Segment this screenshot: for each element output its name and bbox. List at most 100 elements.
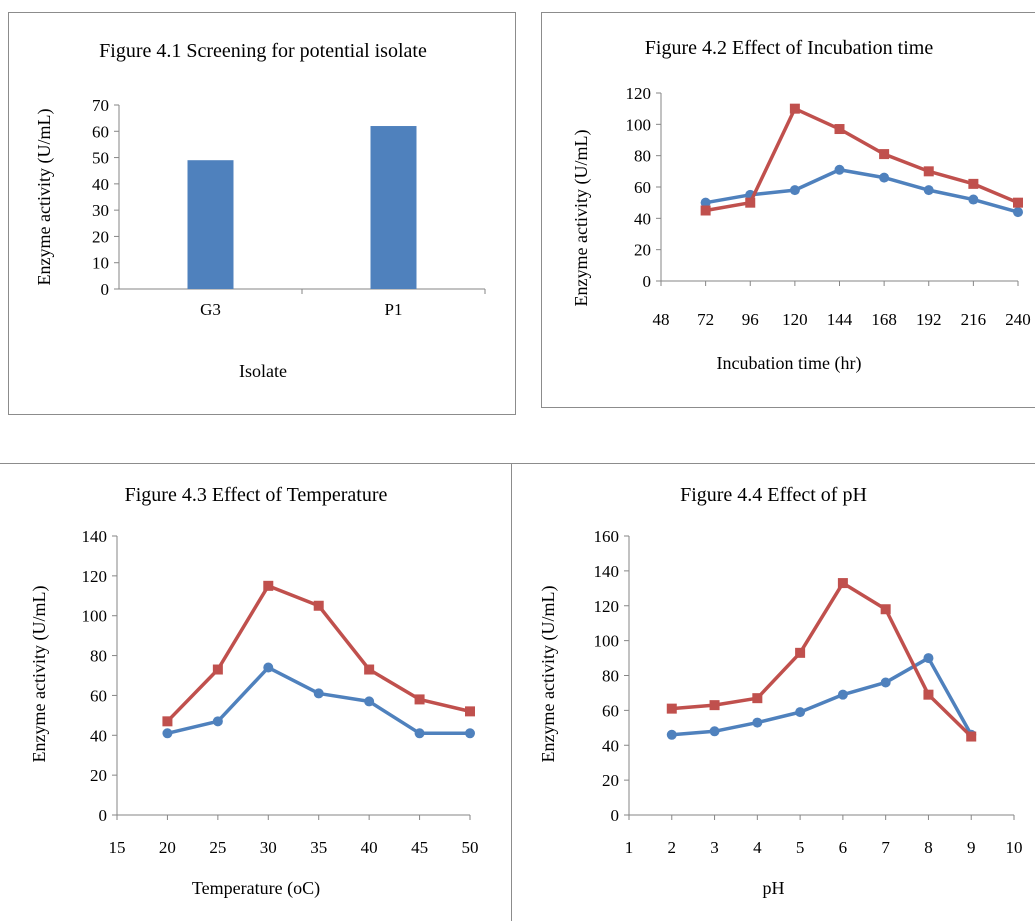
series-0-point (313, 688, 324, 699)
series-1-line (671, 581, 973, 738)
series-1-point (968, 178, 979, 189)
bar-p1 (370, 126, 417, 290)
series-1-point (666, 703, 677, 714)
series-0-point (837, 689, 848, 700)
y-tick-label: 120 (626, 84, 652, 103)
series-1-point (795, 647, 806, 658)
series-0-point (879, 172, 890, 183)
x-tick-label: 30 (260, 838, 277, 857)
series-1-point (837, 578, 848, 589)
y-tick-label: 60 (90, 686, 107, 705)
x-tick-label: 216 (961, 310, 987, 329)
x-tick-label: 35 (310, 838, 327, 857)
series-0-point (789, 185, 800, 196)
x-axis-label: Isolate (239, 361, 287, 381)
chart-panel-temperature: Figure 4.3 Effect of Temperature 0 20 40 60 8… (0, 463, 512, 921)
y-tick-label: 40 (602, 736, 619, 755)
x-tick-label: 168 (871, 310, 897, 329)
x-tick-label: 4 (753, 838, 762, 857)
series-0-point (414, 728, 425, 739)
x-tick-label: 5 (796, 838, 805, 857)
x-tick-label: P1 (385, 300, 403, 319)
chart-panel-ph: Figure 4.4 Effect of pH 0 20 40 60 80 100 120 14… (512, 463, 1035, 921)
x-tick-label: 1 (625, 838, 634, 857)
series-1-point (966, 731, 977, 742)
x-axis-label: Temperature (oC) (192, 878, 320, 899)
y-tick-label: 40 (92, 175, 109, 194)
y-tick-label: 0 (101, 280, 110, 299)
y-tick-label: 80 (90, 647, 107, 666)
y-axis-label: Enzyme activity (U/mL) (34, 109, 55, 286)
y-tick-label: 140 (594, 562, 620, 581)
series-1-point (414, 694, 425, 705)
series-1-point (313, 600, 324, 611)
x-tick-label: 240 (1005, 310, 1031, 329)
y-tick-label: 20 (92, 227, 109, 246)
x-tick-label: 2 (668, 838, 677, 857)
series-1-point (880, 604, 891, 615)
x-tick-label: G3 (200, 300, 221, 319)
y-tick-label: 70 (92, 96, 109, 115)
series-0-point (700, 197, 711, 208)
series-0-point (968, 194, 979, 205)
series-1-point (212, 664, 223, 675)
y-tick-label: 160 (594, 527, 620, 546)
series-0-point (263, 662, 274, 673)
y-tick-label: 20 (602, 771, 619, 790)
y-tick-label: 40 (634, 209, 651, 228)
y-tick-label: 120 (594, 597, 620, 616)
series-1-point (752, 693, 763, 704)
series-0-line (671, 656, 973, 737)
x-tick-label: 40 (361, 838, 378, 857)
series-1-point (465, 706, 475, 717)
y-tick-label: 120 (82, 567, 108, 586)
y-axis-label: Enzyme activity (U/mL) (571, 130, 592, 307)
y-tick-label: 20 (90, 766, 107, 785)
x-tick-label: 72 (697, 310, 714, 329)
x-tick-label: 48 (653, 310, 670, 329)
y-tick-label: 0 (611, 806, 620, 825)
x-tick-label: 20 (159, 838, 176, 857)
x-tick-label: 9 (967, 838, 976, 857)
y-tick-label: 50 (92, 149, 109, 168)
x-tick-label: 8 (924, 838, 933, 857)
series-0-line (705, 168, 1019, 214)
chart-svg: Figure 4.2 Effect of Incubation time 0 20 4… (571, 37, 1031, 374)
x-tick-label: 192 (916, 310, 942, 329)
series-0-point (923, 185, 934, 196)
chart-title: Figure 4.3 Effect of Temperature (125, 484, 388, 506)
y-tick-label: 30 (92, 201, 109, 220)
x-tick-label: 45 (411, 838, 428, 857)
series-0-point (752, 717, 763, 728)
y-tick-label: 100 (626, 115, 652, 134)
x-tick-label: 15 (109, 838, 126, 857)
y-tick-label: 20 (634, 241, 651, 260)
y-tick-label: 140 (82, 527, 108, 546)
x-tick-label: 120 (782, 310, 808, 329)
y-tick-label: 60 (634, 178, 651, 197)
y-tick-label: 40 (90, 726, 107, 745)
series-1-point (745, 197, 756, 208)
chart-svg: Figure 4.3 Effect of Temperature 0 20 40 60 8… (29, 484, 479, 899)
chart-panel-screening: Figure 4.1 Screening for potential isola… (8, 12, 516, 415)
y-tick-label: 60 (602, 701, 619, 720)
series-1-point (923, 689, 934, 700)
series-1-point (834, 124, 845, 135)
y-axis-label: Enzyme activity (U/mL) (538, 586, 559, 763)
series-0-point (923, 653, 934, 664)
x-axis-label: pH (763, 878, 785, 898)
series-1-point (263, 580, 274, 591)
series-0-point (212, 716, 223, 727)
x-tick-label: 7 (881, 838, 890, 857)
chart-title: Figure 4.1 Screening for potential isola… (99, 40, 427, 62)
chart-svg: Figure 4.4 Effect of pH02040608010012014… (538, 484, 1023, 898)
series-1-point (789, 103, 800, 114)
chart-panel-incubation-time: Figure 4.2 Effect of Incubation time 0 20 4… (541, 12, 1035, 408)
y-tick-label: 0 (99, 806, 108, 825)
series-1-point (709, 700, 720, 711)
series-0-point (834, 164, 845, 175)
y-tick-label: 60 (92, 122, 109, 141)
series-0-point (880, 677, 891, 688)
y-axis-label: Enzyme activity (U/mL) (29, 586, 50, 763)
y-tick-label: 100 (594, 632, 620, 651)
